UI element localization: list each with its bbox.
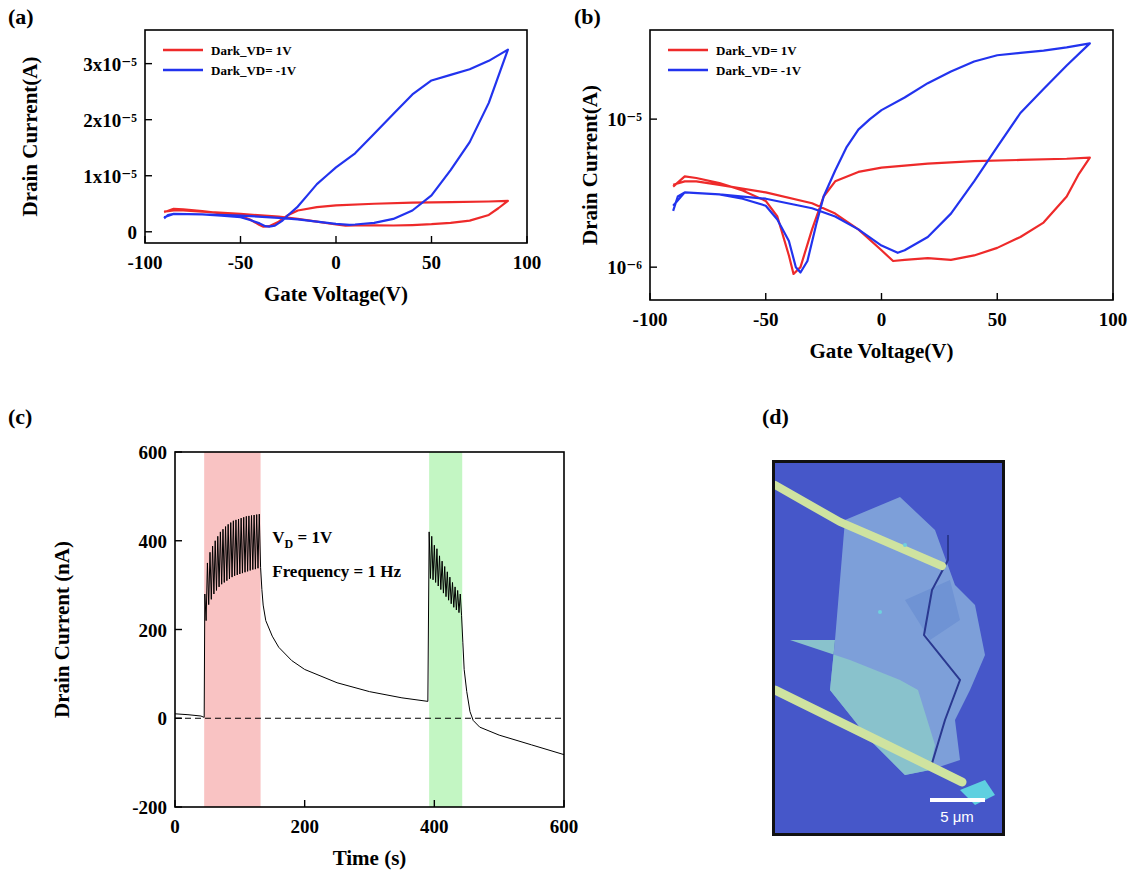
y-tick [175, 629, 182, 630]
x-tick [431, 236, 432, 243]
panel-label: (b) [574, 4, 601, 29]
panel-label: (d) [762, 404, 789, 429]
y-tick [145, 231, 152, 232]
electrode [775, 690, 962, 782]
y-tick [175, 718, 182, 719]
y-tick [145, 63, 152, 64]
x-tick [335, 236, 336, 243]
x-tick-label: 0 [331, 252, 341, 273]
annotation: Frequency = 1 Hz [272, 562, 401, 581]
y-tick-label: 0 [128, 222, 138, 243]
crack [924, 535, 960, 770]
y-tick [650, 266, 657, 267]
data-line [164, 50, 508, 227]
x-tick [997, 293, 998, 300]
y-tick-label: 0 [158, 708, 168, 729]
y-tick-label: 200 [139, 620, 168, 641]
reference-line [175, 718, 564, 719]
x-axis-title: Gate Voltage(V) [809, 339, 953, 363]
x-tick [144, 236, 145, 243]
y-tick [175, 540, 182, 541]
y-tick-label: 10⁻⁵ [607, 109, 642, 130]
x-tick-label: 400 [420, 816, 449, 837]
x-tick-label: 100 [513, 252, 542, 273]
x-tick-label: 50 [988, 309, 1007, 330]
legend-entry: Dark_VD= -1V [716, 63, 802, 78]
y-axis-title: Drain Current (nA) [50, 541, 74, 718]
y-tick-label: 2x10⁻⁵ [83, 110, 137, 131]
legend-swatch [163, 49, 203, 52]
y-tick [145, 175, 152, 176]
x-tick-label: -100 [633, 309, 668, 330]
data-line [673, 43, 1090, 272]
x-tick-label: -50 [228, 252, 253, 273]
x-tick [526, 236, 527, 243]
figure: -100 -50 0 50 100 0 1x10⁻⁵ 2x10⁻⁵ 3x10⁻⁵ Gate Vol… [0, 0, 1142, 874]
plot-area [175, 452, 564, 807]
panel-label: (c) [8, 404, 32, 429]
plot-area [673, 43, 1090, 274]
substrate [775, 463, 1002, 833]
y-tick-label: 10⁻⁶ [607, 257, 642, 278]
x-tick [765, 293, 766, 300]
y-tick [175, 451, 182, 452]
y-tick [175, 806, 182, 807]
y-tick-label: 400 [139, 531, 168, 552]
x-tick [649, 293, 650, 300]
annotation: VD = 1V [272, 528, 333, 551]
x-tick-label: 100 [1099, 309, 1128, 330]
scale-bar [930, 798, 985, 802]
x-tick [174, 800, 175, 807]
legend-entry: Dark_VD= -1V [211, 63, 297, 78]
x-tick-label: 0 [170, 816, 180, 837]
y-tick-label: 1x10⁻⁵ [83, 166, 137, 187]
debris [903, 543, 907, 547]
x-tick [881, 293, 882, 300]
scale-bar-label: 5 μm [940, 808, 974, 825]
legend-entry: Dark_VD= 1V [211, 43, 292, 58]
panel-label: (a) [8, 4, 34, 29]
x-axis-title: Gate Voltage(V) [264, 282, 408, 306]
y-axis-title: Drain Current(A) [578, 85, 602, 245]
data-line [673, 158, 1090, 274]
y-tick-label: 600 [139, 442, 168, 463]
y-axis-title: Drain Current(A) [18, 56, 42, 216]
y-tick [650, 118, 657, 119]
x-axis-title: Time (s) [333, 846, 407, 870]
x-tick-label: 0 [877, 309, 887, 330]
plot-frame [145, 30, 527, 243]
x-tick-label: 600 [550, 816, 579, 837]
image-border [772, 460, 1005, 836]
plot-frame [175, 452, 564, 807]
y-tick-label: -200 [132, 797, 167, 818]
x-tick-label: 50 [422, 252, 441, 273]
legend-entry: Dark_VD= 1V [716, 43, 797, 58]
shaded-span [429, 452, 462, 807]
x-tick-label: -50 [753, 309, 778, 330]
x-tick [434, 800, 435, 807]
electrode [775, 485, 942, 566]
legend-swatch [668, 49, 708, 52]
y-tick-label: 3x10⁻⁵ [83, 54, 137, 75]
x-tick-label: -100 [128, 252, 163, 273]
x-tick-label: 200 [290, 816, 319, 837]
x-tick [1112, 293, 1113, 300]
y-tick [145, 119, 152, 120]
plot-frame [650, 30, 1113, 300]
debris [878, 610, 882, 614]
data-line [175, 514, 564, 755]
x-tick [240, 236, 241, 243]
legend-swatch [163, 69, 203, 72]
plot-area [164, 50, 508, 227]
x-tick [304, 800, 305, 807]
micrograph: 5 μm [775, 463, 1002, 833]
x-tick [563, 800, 564, 807]
legend-swatch [668, 69, 708, 72]
shaded-span [204, 452, 260, 807]
